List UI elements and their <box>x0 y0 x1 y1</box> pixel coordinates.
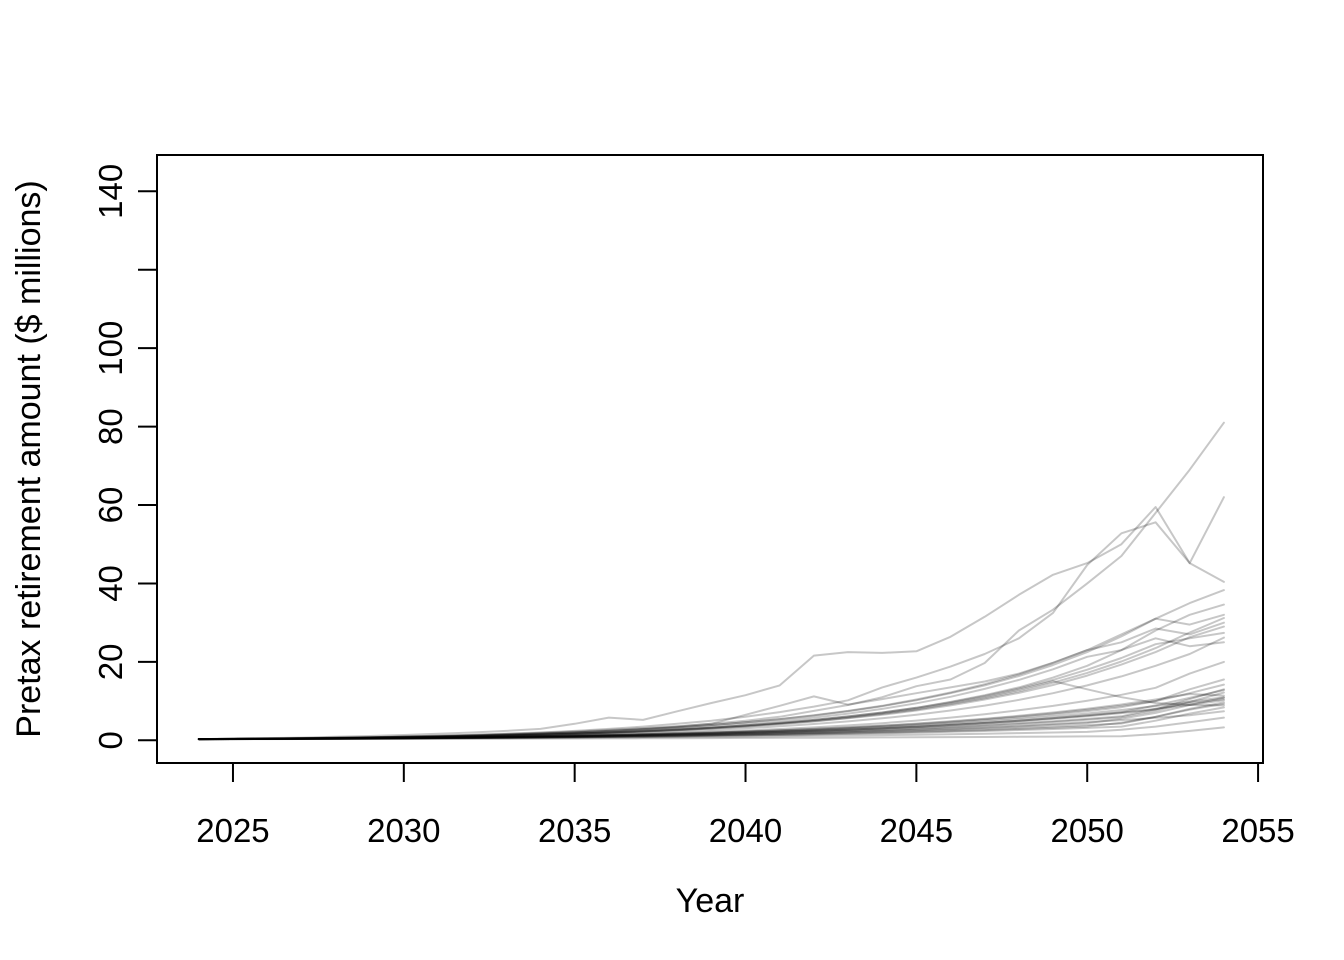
simulation-line <box>197 660 1225 741</box>
simulation-line <box>197 421 1225 741</box>
y-tick-label: 80 <box>92 408 129 445</box>
simulation-line <box>197 701 1225 741</box>
y-tick-label: 140 <box>92 164 129 219</box>
y-tick-label: 60 <box>92 487 129 524</box>
y-axis-title: Pretax retirement amount ($ millions) <box>10 180 48 737</box>
simulation-line <box>197 589 1225 741</box>
simulation-lines <box>197 421 1225 741</box>
simulation-line <box>197 702 1225 741</box>
simulation-line <box>197 617 1225 741</box>
simulation-line <box>197 621 1225 741</box>
simulation-line <box>197 680 1225 741</box>
simulation-line <box>197 693 1225 741</box>
x-tick-label: 2055 <box>1221 812 1294 849</box>
simulation-line <box>197 696 1225 741</box>
x-axis-title: Year <box>676 882 745 920</box>
simulation-line <box>197 716 1225 741</box>
simulation-line <box>197 710 1225 741</box>
x-tick-label: 2025 <box>196 812 269 849</box>
simulation-line <box>197 613 1225 741</box>
simulation-line <box>197 726 1225 741</box>
y-tick-label: 100 <box>92 321 129 376</box>
simulation-line <box>197 637 1225 741</box>
simulation-line <box>197 521 1225 741</box>
simulation-line <box>197 691 1225 741</box>
y-tick-label: 40 <box>92 565 129 602</box>
x-tick-label: 2045 <box>880 812 953 849</box>
x-tick-label: 2040 <box>709 812 782 849</box>
x-axis: 2025 2030 2035 2040 2045 2050 2055 <box>196 763 1295 849</box>
simulation-line <box>197 496 1225 741</box>
simulation-line <box>197 698 1225 741</box>
simulation-line <box>197 636 1225 741</box>
simulation-line <box>197 683 1225 741</box>
simulation-line <box>197 699 1225 741</box>
y-axis: 0 20 40 60 80 100 140 <box>92 164 157 749</box>
simulation-line <box>197 689 1225 741</box>
plot-border-box <box>156 154 1264 764</box>
x-tick-label: 2050 <box>1051 812 1124 849</box>
simulation-line <box>197 631 1225 741</box>
simulation-line <box>197 706 1225 741</box>
simulation-line <box>197 678 1225 741</box>
y-tick-label: 0 <box>92 731 129 749</box>
x-tick-label: 2035 <box>538 812 611 849</box>
simulation-line <box>197 696 1225 741</box>
simulation-line <box>197 603 1225 741</box>
simulation-line <box>197 625 1225 741</box>
x-tick-label: 2030 <box>367 812 440 849</box>
simulation-line <box>197 688 1225 741</box>
y-tick-label: 20 <box>92 644 129 681</box>
